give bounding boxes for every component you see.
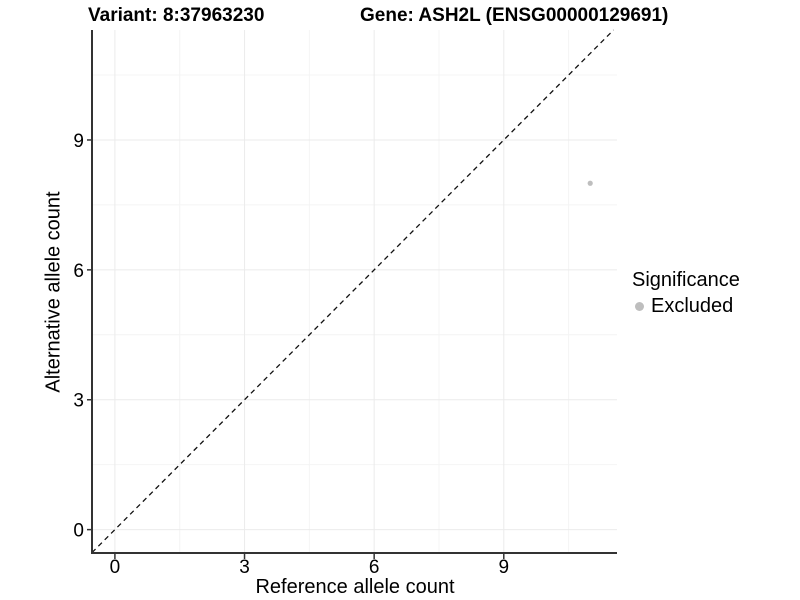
identity-line bbox=[91, 29, 615, 554]
y-tick-label: 0 bbox=[73, 521, 84, 542]
y-axis-title: Alternative allele count bbox=[42, 191, 65, 393]
x-tick-label: 9 bbox=[499, 557, 510, 578]
gene-title: Gene: ASH2L (ENSG00000129691) bbox=[360, 5, 669, 26]
y-tick-label: 6 bbox=[73, 261, 84, 282]
x-tick-label: 6 bbox=[369, 557, 380, 578]
data-point bbox=[587, 180, 593, 186]
x-axis-title: Reference allele count bbox=[255, 576, 455, 598]
legend-item-excluded[interactable]: Excluded bbox=[632, 295, 740, 318]
legend-title: Significance bbox=[632, 269, 740, 291]
excluded-point-icon bbox=[635, 302, 644, 311]
y-tick-label: 9 bbox=[73, 131, 84, 152]
variant-title: Variant: 8:37963230 bbox=[88, 5, 265, 26]
x-tick-label: 0 bbox=[110, 557, 121, 578]
x-tick-label: 3 bbox=[239, 557, 250, 578]
legend: Significance Excluded bbox=[632, 268, 740, 318]
y-tick-label: 3 bbox=[73, 391, 84, 412]
legend-item-label: Excluded bbox=[651, 295, 734, 317]
